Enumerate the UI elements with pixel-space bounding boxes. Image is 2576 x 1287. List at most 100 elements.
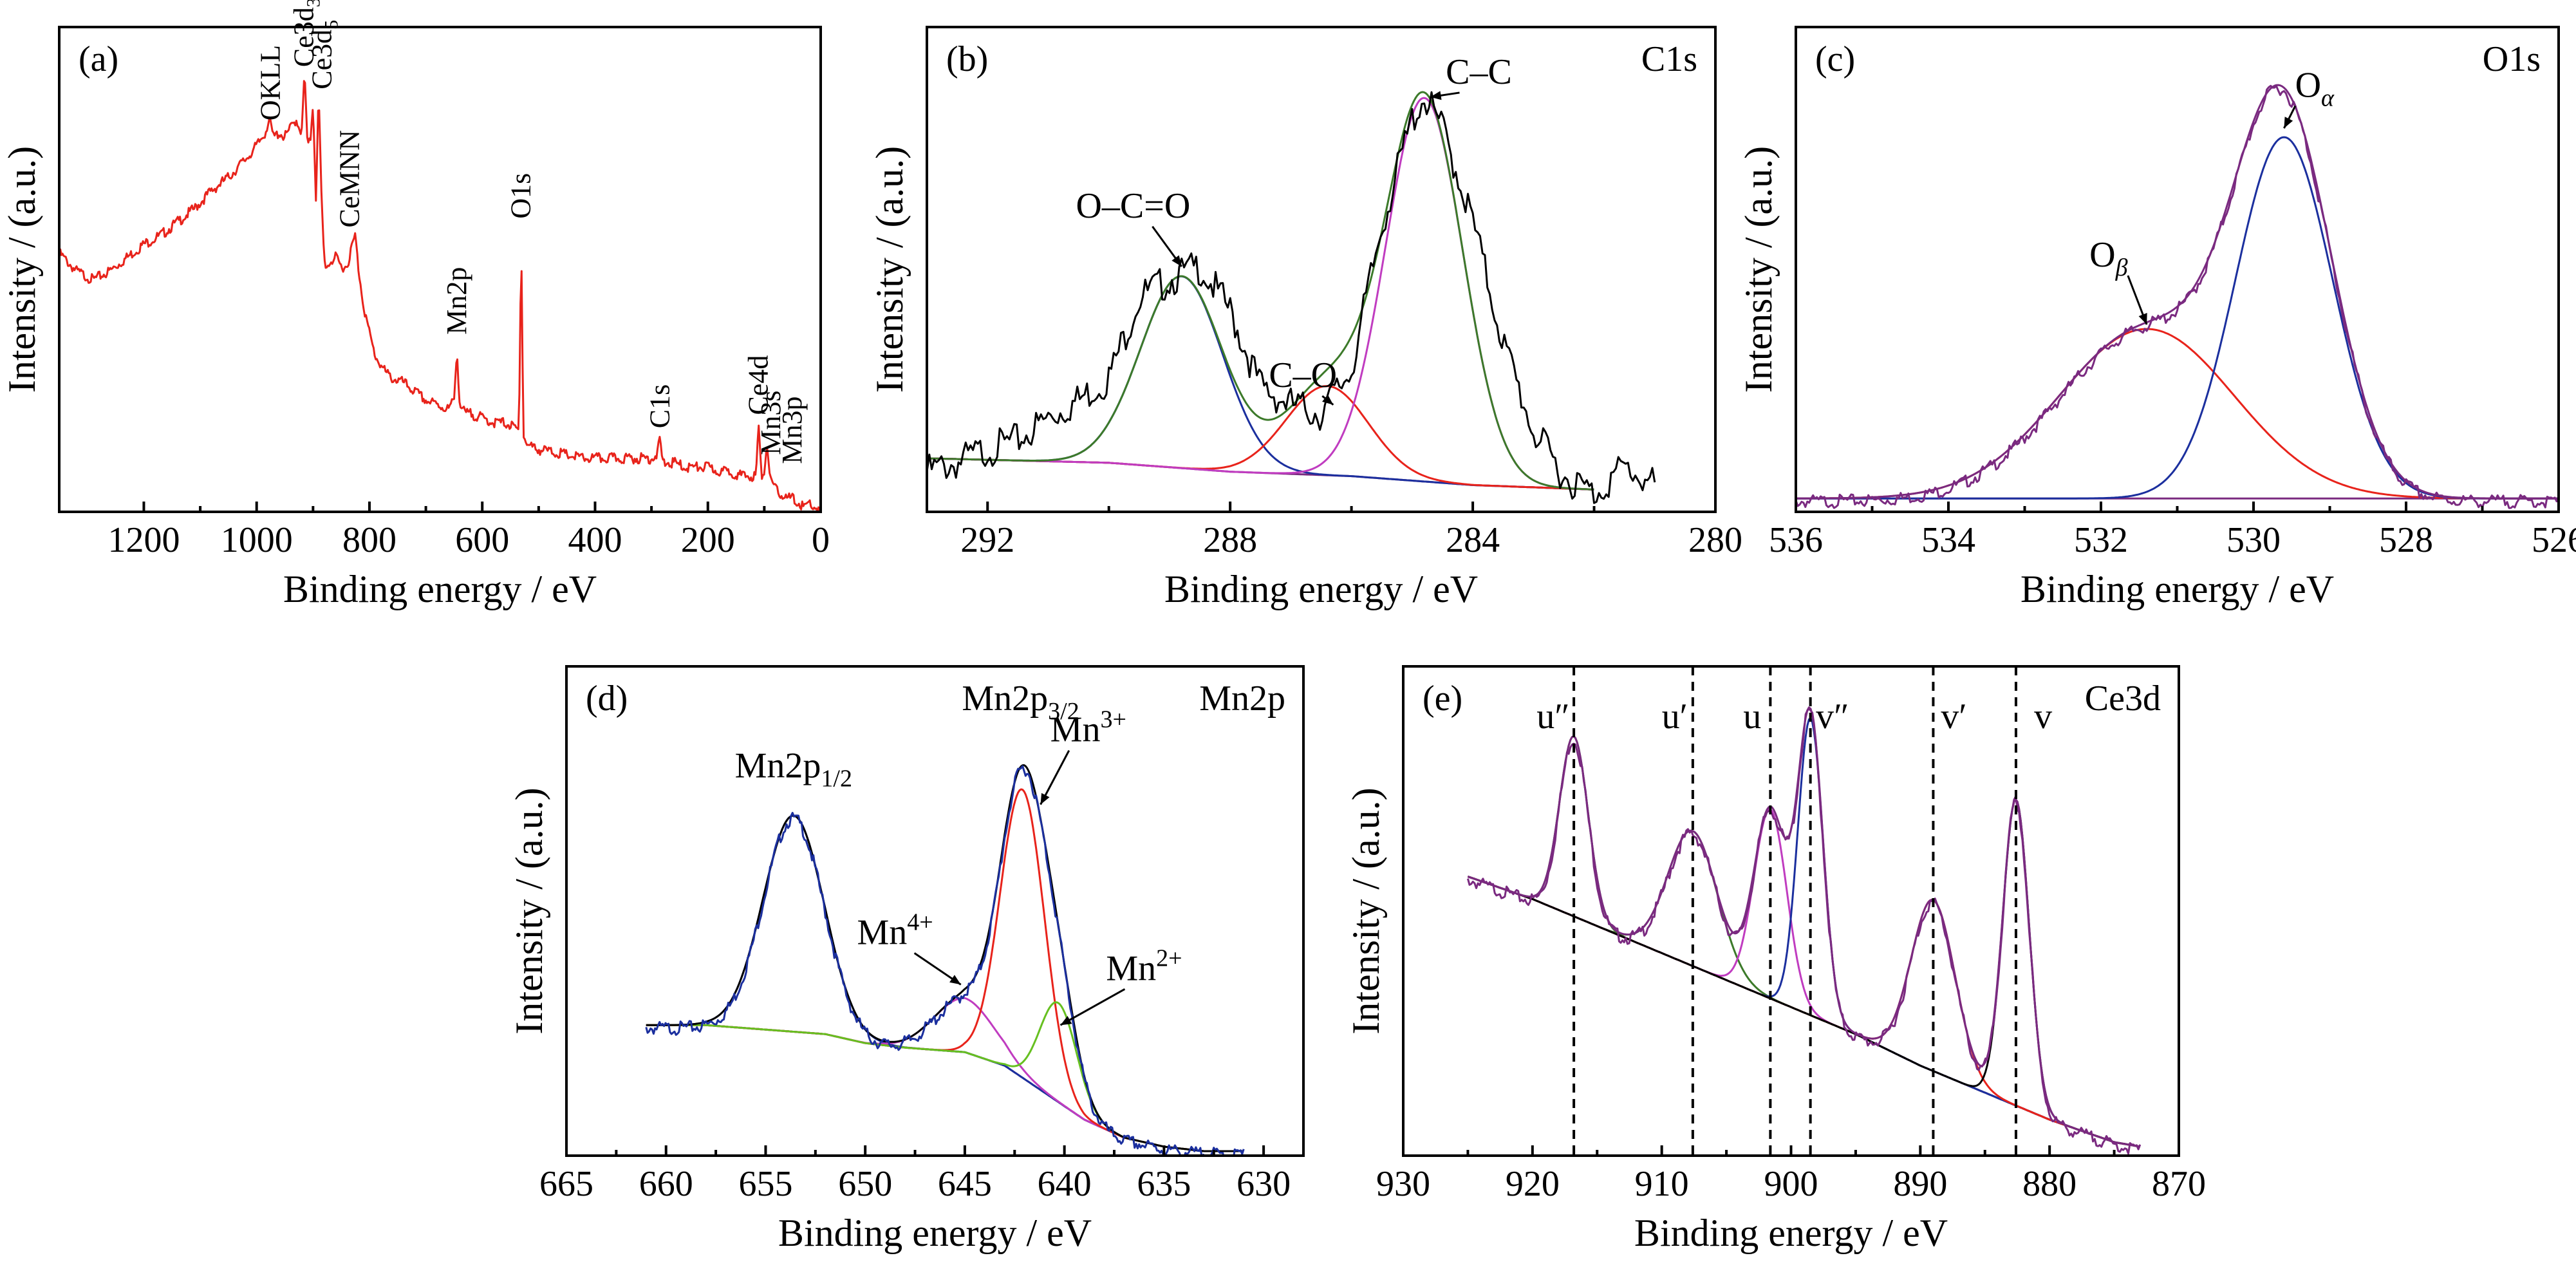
plot-frame-b bbox=[926, 26, 1717, 513]
peak-label: u″ bbox=[1536, 697, 1569, 737]
plot-frame-c bbox=[1795, 26, 2560, 513]
plot-area-a bbox=[59, 80, 821, 512]
x-tick-label: 870 bbox=[2152, 1164, 2206, 1204]
plot-area-c bbox=[1796, 84, 2559, 509]
x-tick-label: 880 bbox=[2022, 1164, 2077, 1204]
x-tick-label: 526 bbox=[2532, 520, 2576, 560]
x-tick-label: 600 bbox=[455, 520, 509, 560]
x-tick-label: 650 bbox=[838, 1164, 892, 1204]
x-tick-label: 660 bbox=[639, 1164, 693, 1204]
peak-label: Oβ bbox=[2089, 235, 2127, 281]
y-axis-label: Intensity / (a.u.) bbox=[1, 146, 43, 393]
x-tick-label: 665 bbox=[539, 1164, 593, 1204]
panel-b: 292 288 284 280 Binding energy / eV Intensity… bbox=[868, 26, 1742, 610]
fit-peak-d-3 bbox=[646, 1001, 1244, 1152]
x-tick-label: 532 bbox=[2074, 520, 2128, 560]
raw-spectrum-e bbox=[1466, 708, 2142, 1155]
raw-spectrum-d bbox=[645, 765, 1245, 1156]
x-tick-label: 534 bbox=[1921, 520, 1975, 560]
raw-spectrum-b bbox=[927, 91, 1656, 504]
survey-peak-label: Mn2p bbox=[441, 267, 472, 335]
peak-label: u′ bbox=[1662, 697, 1688, 737]
peak-label: C–O bbox=[1269, 355, 1337, 395]
panel-a: 1200 1000 800 600 400 200 0 Binding energy / eV… bbox=[1, 0, 830, 610]
arrow-head bbox=[949, 975, 961, 985]
x-axis-label: Binding energy / eV bbox=[283, 568, 597, 610]
fit-envelope-e bbox=[1467, 706, 2141, 1148]
x-tick-label: 640 bbox=[1038, 1164, 1092, 1204]
x-tick-label: 400 bbox=[568, 520, 622, 560]
x-axis-label: Binding energy / eV bbox=[1634, 1212, 1948, 1254]
x-tick-label: 280 bbox=[1688, 520, 1742, 560]
survey-peak-label: Ce3d3 bbox=[288, 0, 324, 67]
peak-label: Mn2p1/2 bbox=[735, 746, 852, 793]
fit-peak-e-5 bbox=[1467, 798, 2141, 1148]
x-tick-label: 655 bbox=[738, 1164, 792, 1204]
survey-peak-label: O1s bbox=[505, 173, 537, 219]
fit-peak-e-3 bbox=[1467, 717, 2141, 1148]
fit-peak-e-0 bbox=[1467, 735, 2141, 1148]
x-tick-label: 920 bbox=[1506, 1164, 1560, 1204]
x-tick-label: 288 bbox=[1203, 520, 1257, 560]
x-tick-label: 900 bbox=[1764, 1164, 1818, 1204]
x-axis-label: Binding energy / eV bbox=[2021, 568, 2334, 610]
panel-title: O1s bbox=[2483, 39, 2541, 79]
arrow-head bbox=[1430, 91, 1442, 100]
x-tick-label: 645 bbox=[938, 1164, 992, 1204]
peak-label: v″ bbox=[1816, 697, 1849, 737]
baseline-d bbox=[646, 1024, 1244, 1152]
survey-peak-label: Ce4d bbox=[743, 355, 774, 415]
peak-label: Mn4+ bbox=[857, 908, 933, 952]
series-survey bbox=[59, 80, 821, 512]
fit-envelope-c bbox=[1796, 84, 2559, 500]
x-tick-label: 292 bbox=[960, 520, 1014, 560]
fit-peak-c-1 bbox=[1796, 136, 2559, 500]
survey-peak-label: Mn3s bbox=[755, 391, 787, 455]
plot-area-e bbox=[1466, 706, 2142, 1155]
x-tick-label: 530 bbox=[2226, 520, 2281, 560]
panel-title: Ce3d bbox=[2085, 679, 2161, 719]
fit-envelope-b bbox=[927, 91, 1594, 491]
panel-c: 536 534 532 530 528 526 Binding energy / eV Int… bbox=[1737, 26, 2576, 610]
arrow-head bbox=[2138, 313, 2147, 325]
peak-label: u bbox=[1743, 697, 1761, 737]
fit-peak-b-2 bbox=[927, 97, 1594, 491]
survey-peak-label: C1s bbox=[644, 384, 675, 428]
peak-label: v′ bbox=[1941, 697, 1966, 737]
x-tick-label: 284 bbox=[1446, 520, 1500, 560]
panel-letter: (d) bbox=[586, 679, 628, 719]
panel-letter: (c) bbox=[1815, 39, 1855, 79]
survey-peak-label: Mn3p bbox=[776, 397, 808, 464]
survey-peak-label: Ce3d5 bbox=[306, 20, 342, 89]
fit-peak-b-0 bbox=[927, 275, 1594, 491]
raw-spectrum-c bbox=[1796, 84, 2559, 509]
peak-label: O–C=O bbox=[1076, 186, 1190, 226]
plot-area-b bbox=[927, 91, 1656, 504]
peak-label: v bbox=[2034, 697, 2052, 737]
panel-e: 930 920 910 900 890 880 870 Binding energy / eV… bbox=[1345, 665, 2206, 1254]
panel-d: 665 660 655 650 645 640 635 630 Binding energy /… bbox=[508, 665, 1305, 1254]
plot-frame-a bbox=[58, 26, 822, 513]
x-tick-label: 1000 bbox=[221, 520, 293, 560]
x-axis-label: Binding energy / eV bbox=[778, 1212, 1092, 1254]
peak-label: Oα bbox=[2295, 66, 2335, 112]
x-tick-label: 528 bbox=[2379, 520, 2433, 560]
peak-label: C–C bbox=[1446, 52, 1512, 92]
panel-title: C1s bbox=[1641, 39, 1697, 79]
panel-letter: (a) bbox=[79, 39, 118, 79]
x-tick-label: 200 bbox=[681, 520, 735, 560]
panel-letter: (e) bbox=[1423, 679, 1462, 719]
fit-peak-d-1 bbox=[646, 997, 1244, 1152]
x-tick-label: 630 bbox=[1237, 1164, 1291, 1204]
x-tick-label: 930 bbox=[1376, 1164, 1430, 1204]
plot-area-d bbox=[645, 764, 1245, 1156]
annotation-arrow bbox=[1059, 988, 1126, 1026]
peak-label: Mn3+ bbox=[1050, 706, 1126, 750]
y-axis-label: Intensity / (a.u.) bbox=[508, 787, 550, 1034]
y-axis-label: Intensity / (a.u.) bbox=[1345, 787, 1387, 1034]
panel-title: Mn2p bbox=[1199, 679, 1285, 719]
arrow-head bbox=[1171, 255, 1182, 267]
arrow-head bbox=[2284, 117, 2293, 129]
peak-label: Mn2p3/2 bbox=[962, 679, 1079, 725]
